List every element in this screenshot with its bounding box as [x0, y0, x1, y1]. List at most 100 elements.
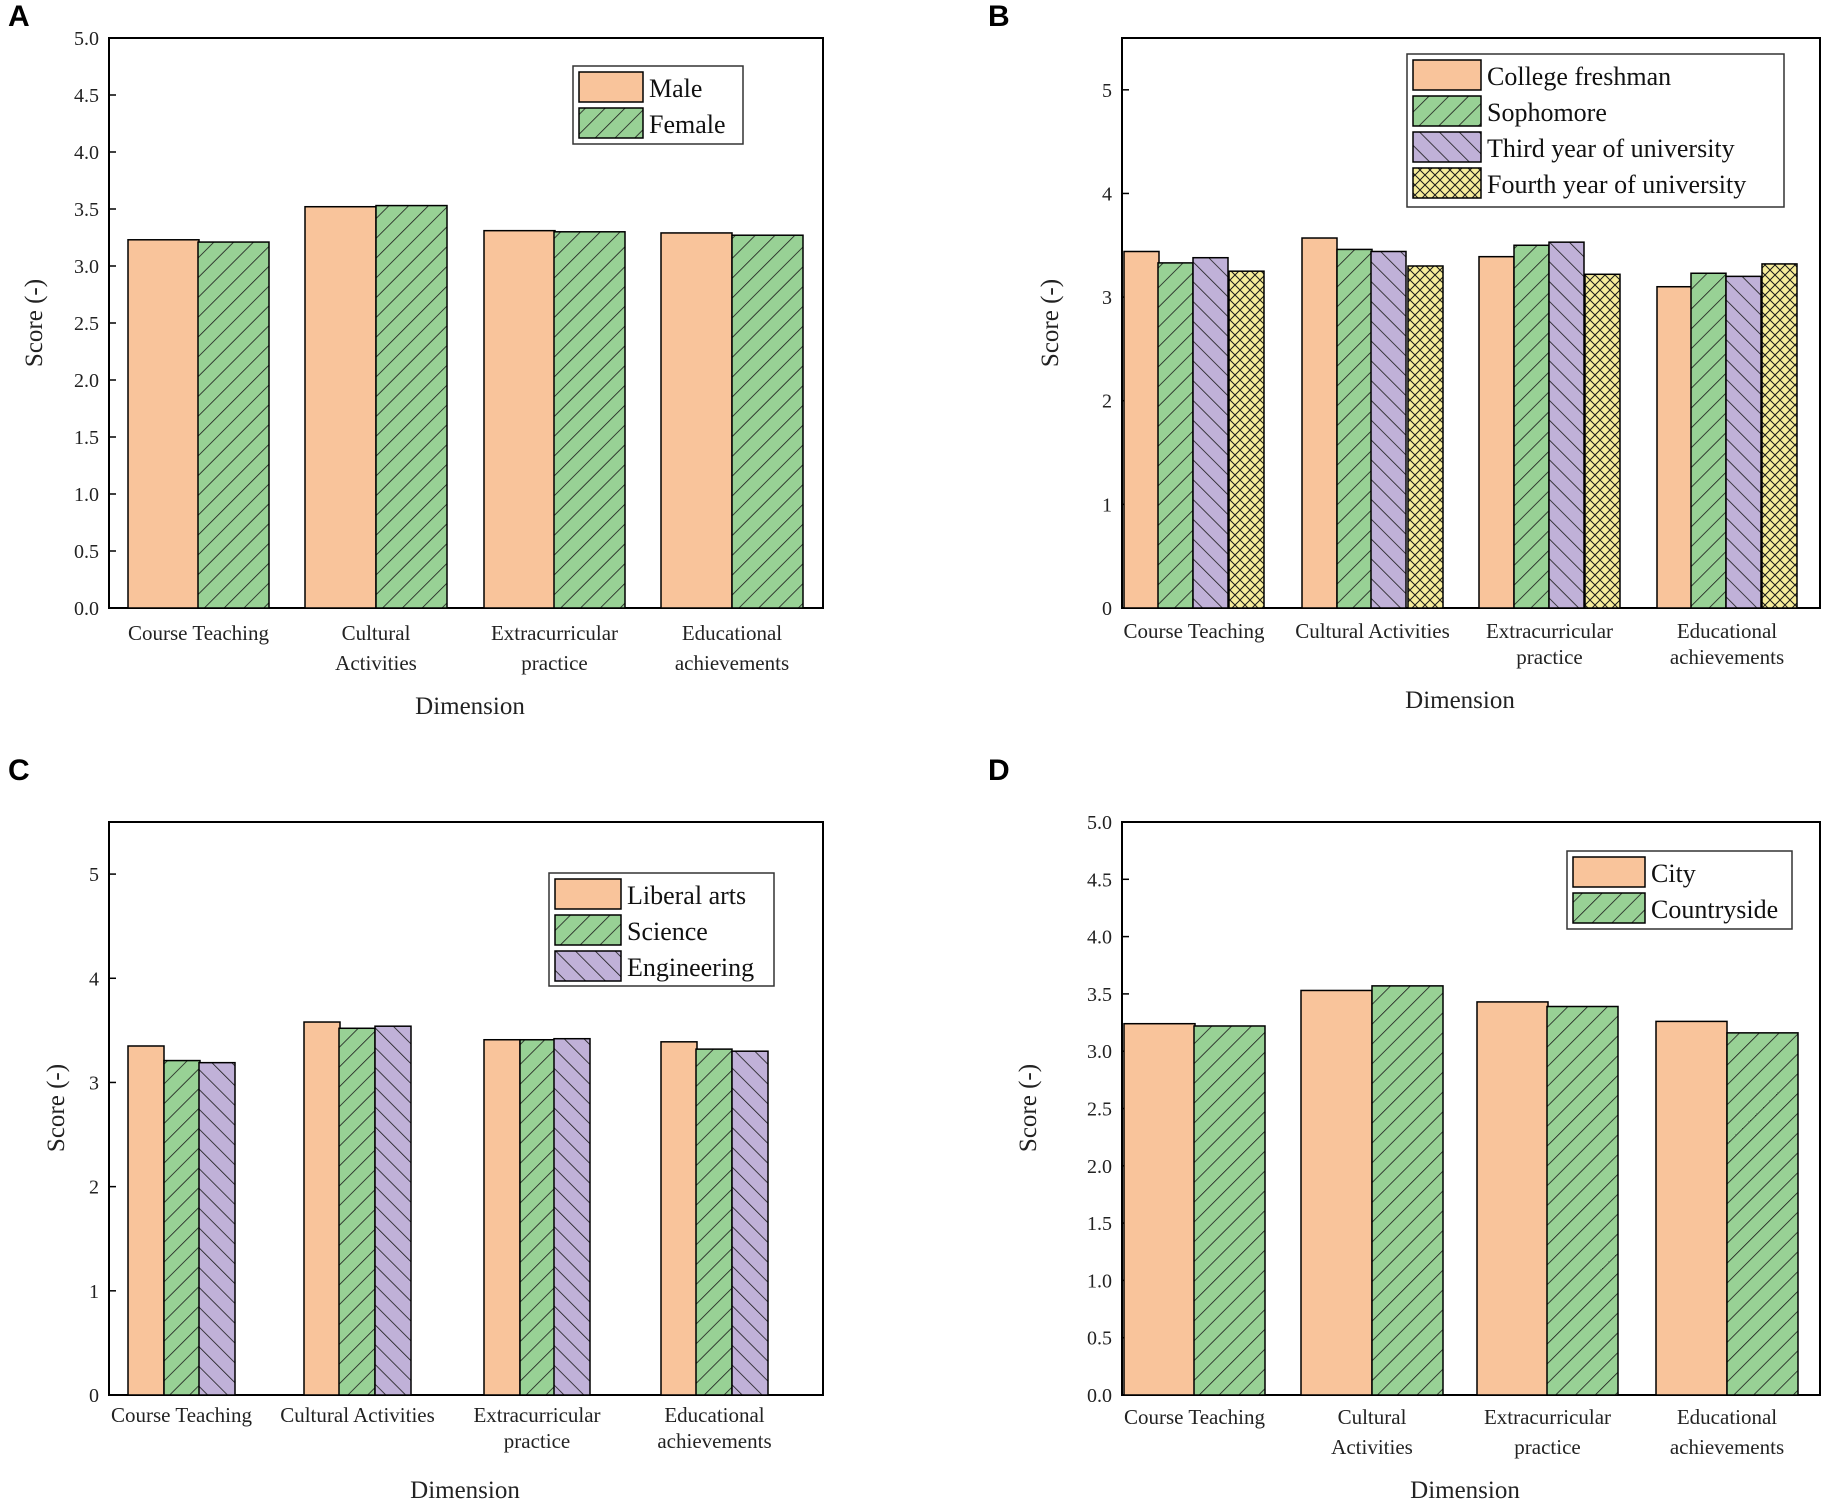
- y-tick-label: 1.0: [74, 484, 99, 506]
- x-category-label: Extracurricular: [1484, 1405, 1611, 1429]
- legend-swatch-1: [1573, 857, 1645, 887]
- y-tick-label: 1.5: [1087, 1213, 1112, 1235]
- bar-countryside-4-hatch: [1727, 1032, 1798, 1395]
- bar-fourth-year-of-university-1-hatch: [1229, 271, 1264, 608]
- chart-panel-d: D 0.0 0.5 1.0 1.5 2.0 2.5 3.0 3.5 4.0 4.5 5.0 Course…: [988, 754, 1821, 1504]
- x-category-label: Extracurricular: [473, 1403, 600, 1427]
- legend-swatch-1-outline: [554, 878, 622, 910]
- bar-fourth-year-of-university-2-hatch: [1408, 266, 1443, 608]
- legend: City Countryside: [1566, 850, 1793, 930]
- bar-engineering-4-outline: [731, 1050, 769, 1396]
- legend-swatch-1: [555, 879, 621, 909]
- bar-engineering-2-hatch: [375, 1026, 411, 1395]
- y-tick-label: 0.0: [1087, 1385, 1112, 1407]
- legend-label: Sophomore: [1487, 98, 1607, 127]
- bar-engineering-1-outline: [198, 1061, 236, 1396]
- y-axis-title: Score (-): [43, 1064, 70, 1152]
- x-axis-title: Dimension: [410, 1477, 520, 1504]
- y-tick-label: 5.0: [1087, 812, 1112, 834]
- panel-letter: A: [8, 0, 30, 33]
- bar-engineering-1-hatch: [199, 1062, 235, 1395]
- x-category-label: Extracurricular: [1486, 619, 1613, 643]
- x-category-label: practice: [1514, 1435, 1580, 1459]
- x-category-label: Extracurricular: [491, 621, 618, 645]
- x-axis-title: Dimension: [1410, 1477, 1520, 1504]
- legend-swatch-4-hatch: [1413, 168, 1481, 198]
- bar-countryside-1-outline: [1193, 1025, 1266, 1396]
- bar-countryside-4-outline: [1726, 1032, 1799, 1396]
- y-tick-label: 4.5: [1087, 869, 1112, 891]
- bar-engineering-3-hatch: [554, 1038, 590, 1395]
- x-category-label: achievements: [657, 1429, 771, 1453]
- y-tick-label: 3.5: [74, 199, 99, 221]
- x-axis-title: Dimension: [1405, 687, 1515, 714]
- legend-swatch-2-hatch: [579, 108, 643, 138]
- bar-liberal-arts-2: [304, 1022, 340, 1395]
- y-tick-label: 3: [1102, 287, 1112, 309]
- x-category-label: Activities: [335, 651, 417, 675]
- y-axis-title: Score (-): [1037, 279, 1064, 367]
- bar-engineering-3-outline: [553, 1037, 591, 1396]
- y-tick-label: 0.5: [74, 541, 99, 563]
- y-tick-label: 0: [1102, 598, 1112, 620]
- legend-label: Science: [627, 917, 708, 946]
- bar-male-4: [661, 232, 732, 608]
- y-tick-label: 3.5: [1087, 984, 1112, 1006]
- legend: College freshman Sophomore Third year of u…: [1406, 53, 1785, 208]
- x-category-label: Activities: [1331, 1435, 1413, 1459]
- x-category-label: practice: [504, 1429, 570, 1453]
- x-category-label: Cultural Activities: [1295, 619, 1450, 643]
- legend-swatch-3-outline: [1412, 131, 1482, 163]
- y-tick-label: 5: [1102, 80, 1112, 102]
- bar-third-year-of-university-1-outline: [1192, 256, 1229, 609]
- legend-swatch-1-outline: [1412, 59, 1482, 91]
- bar-engineering-2-outline: [374, 1025, 412, 1396]
- bar-female-2-outline: [375, 204, 448, 609]
- bar-college-freshman-1: [1124, 251, 1159, 608]
- x-category-label: Educational: [664, 1403, 764, 1427]
- x-category-label: Cultural: [1338, 1405, 1407, 1429]
- x-category-label: practice: [1516, 645, 1582, 669]
- bar-third-year-of-university-4-outline: [1725, 275, 1762, 609]
- panel-letter: B: [988, 0, 1010, 33]
- y-tick-label: 1: [1102, 494, 1112, 516]
- bar-third-year-of-university-3-hatch: [1549, 242, 1584, 608]
- bar-female-1-outline: [197, 241, 270, 609]
- chart-panel-a: A 0.0 0.5 1.0 1.5 2.0 2.5 3.0 3.5 4.0 4.5 5.0 Course…: [8, 0, 824, 720]
- bar-college-freshman-2: [1302, 238, 1337, 608]
- legend-swatch-2-outline: [554, 914, 622, 946]
- y-axis-title: Score (-): [21, 279, 48, 367]
- y-tick-label: 2: [1102, 391, 1112, 413]
- bar-sophomore-4-hatch: [1691, 273, 1726, 608]
- chart-panel-c: C 0 1 2 3 4 5 Course Teaching Cultural Activitie…: [8, 754, 824, 1504]
- y-tick-label: 0.0: [74, 598, 99, 620]
- bar-countryside-3-outline: [1546, 1005, 1619, 1396]
- bar-male-1: [128, 239, 199, 608]
- y-tick-label: 2.0: [1087, 1156, 1112, 1178]
- bar-city-4: [1656, 1021, 1727, 1395]
- bar-fourth-year-of-university-2-outline: [1407, 265, 1444, 609]
- y-tick-label: 1.5: [74, 427, 99, 449]
- legend-label: College freshman: [1487, 62, 1671, 91]
- y-axis-title: Score (-): [1015, 1064, 1042, 1152]
- x-category-label: practice: [521, 651, 587, 675]
- y-tick-label: 2.5: [74, 313, 99, 335]
- panel-letter: C: [8, 754, 30, 787]
- bar-female-4-hatch: [732, 235, 803, 608]
- x-category-label: Course Teaching: [1123, 619, 1265, 643]
- bar-fourth-year-of-university-3-outline: [1584, 273, 1621, 609]
- x-category-label: achievements: [675, 651, 789, 675]
- bar-liberal-arts-1: [128, 1045, 164, 1395]
- bar-male-2: [305, 206, 376, 608]
- x-category-label: Course Teaching: [128, 621, 270, 645]
- y-tick-label: 2: [89, 1177, 99, 1199]
- x-category-label: Educational: [1677, 619, 1777, 643]
- y-tick-label: 4: [89, 968, 99, 990]
- legend-swatch-1-outline: [1572, 856, 1646, 888]
- bar-fourth-year-of-university-4-outline: [1761, 263, 1798, 609]
- bar-third-year-of-university-1-hatch: [1193, 257, 1228, 608]
- bar-female-1-hatch: [198, 242, 269, 608]
- bar-sophomore-1-hatch: [1158, 262, 1193, 608]
- bar-third-year-of-university-2-hatch: [1371, 251, 1406, 608]
- legend-label: Third year of university: [1487, 134, 1735, 163]
